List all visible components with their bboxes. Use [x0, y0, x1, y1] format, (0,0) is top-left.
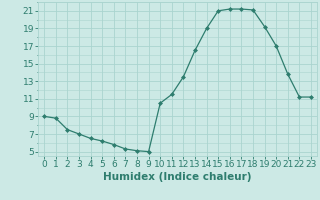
X-axis label: Humidex (Indice chaleur): Humidex (Indice chaleur)	[103, 172, 252, 182]
